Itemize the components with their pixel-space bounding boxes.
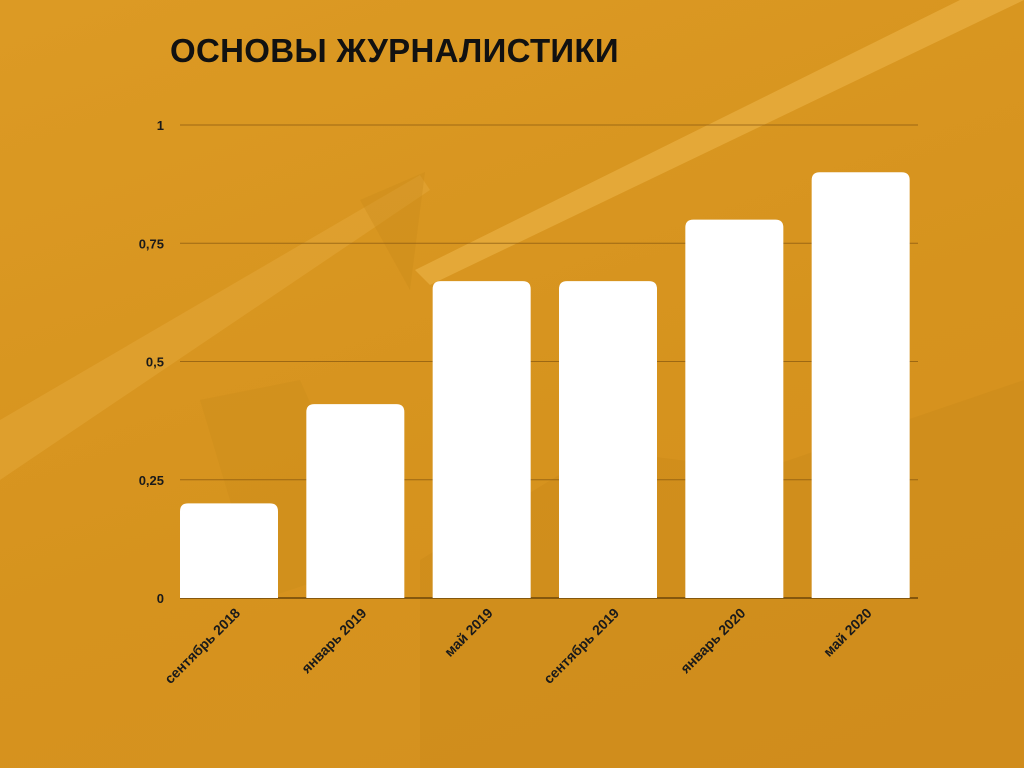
y-tick-label: 0,25 [139,473,164,488]
bar [811,172,910,599]
bar [559,281,657,598]
gridlines [180,124,918,599]
x-tick-label: май 2019 [441,605,496,660]
chart-title: ОСНОВЫ ЖУРНАЛИСТИКИ [170,32,619,69]
x-axis-ticks: сентябрь 2018 январь 2019 май 2019 сентябрь… [161,605,875,687]
y-tick-label: 0,75 [139,236,164,251]
y-tick-label: 0 [157,591,164,606]
x-tick-label: сентябрь 2019 [540,605,622,687]
bar [432,281,531,598]
bar [685,219,784,598]
x-tick-label: май 2020 [820,605,875,660]
y-tick-label: 1 [157,118,164,133]
x-tick-label: сентябрь 2018 [161,605,243,687]
x-tick-label: январь 2020 [677,605,749,677]
bar [180,503,278,598]
y-axis-ticks: 0 0,25 0,5 0,75 1 [139,118,164,606]
y-tick-label: 0,5 [146,355,164,370]
x-tick-label: январь 2019 [298,605,370,677]
bar [306,404,405,598]
bars [180,172,910,599]
